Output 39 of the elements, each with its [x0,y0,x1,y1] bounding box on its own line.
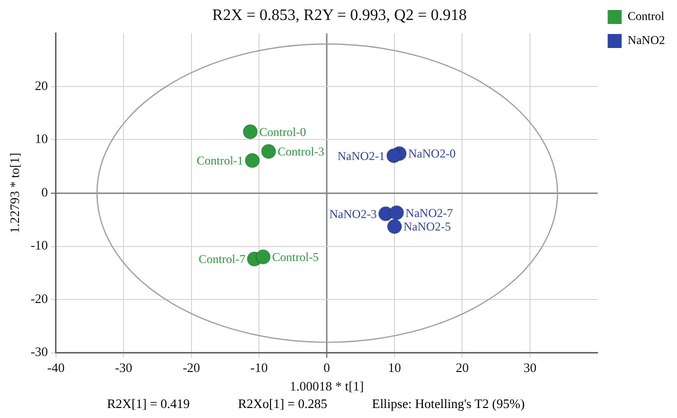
point [386,148,402,164]
data-label: Control-3 [278,144,324,159]
data-label: Control-5 [272,250,319,264]
x-tick-label: 10 [388,360,402,376]
data-label: NaNO2-0 [408,146,456,161]
data-label: NaNO2-5 [404,220,451,234]
legend-label: NaNO2 [628,33,666,48]
data-label: NaNO2-7 [406,206,453,220]
y-tick-label: 0 [41,184,48,200]
point [261,144,276,159]
x-tick-label: -20 [182,360,200,376]
x-tick-label: -40 [47,360,65,376]
y-tick-label: -20 [30,290,48,306]
x-tick-label: -10 [250,360,268,376]
chart-title: R2X = 0.853, R2Y = 0.993, Q2 = 0.918 [212,6,467,24]
text: Ellipse: Hotelling's T2 (95%) [372,396,525,412]
point [389,205,404,220]
point [244,153,260,168]
point [387,219,402,234]
y-tick-label: -10 [30,238,48,253]
y-axis-title: 1.22793 * to[1] [7,152,22,234]
y-tick-label: 20 [34,78,48,93]
point [256,249,271,264]
point [242,124,258,140]
text: R2X[1] = 0.419 [107,396,190,412]
x-tick-label: 20 [456,360,469,376]
y-tick-label: 10 [34,131,48,146]
data-label: Control-1 [196,154,244,168]
x-axis-title: 1.00018 * t[1] [290,378,364,394]
x-tick-label: 0 [324,360,330,376]
data-label: NaNO2-1 [338,148,385,163]
data-label: Control-0 [259,124,306,139]
text: R2Xo[1] = 0.285 [238,396,328,412]
legend-label: Control [628,9,666,24]
y-tick-label: -30 [30,344,48,360]
x-tick-label: -30 [114,360,132,376]
x-tick-label: 30 [523,360,536,376]
data-label: Control-7 [198,252,246,266]
data-label: NaNO2-3 [329,206,377,221]
